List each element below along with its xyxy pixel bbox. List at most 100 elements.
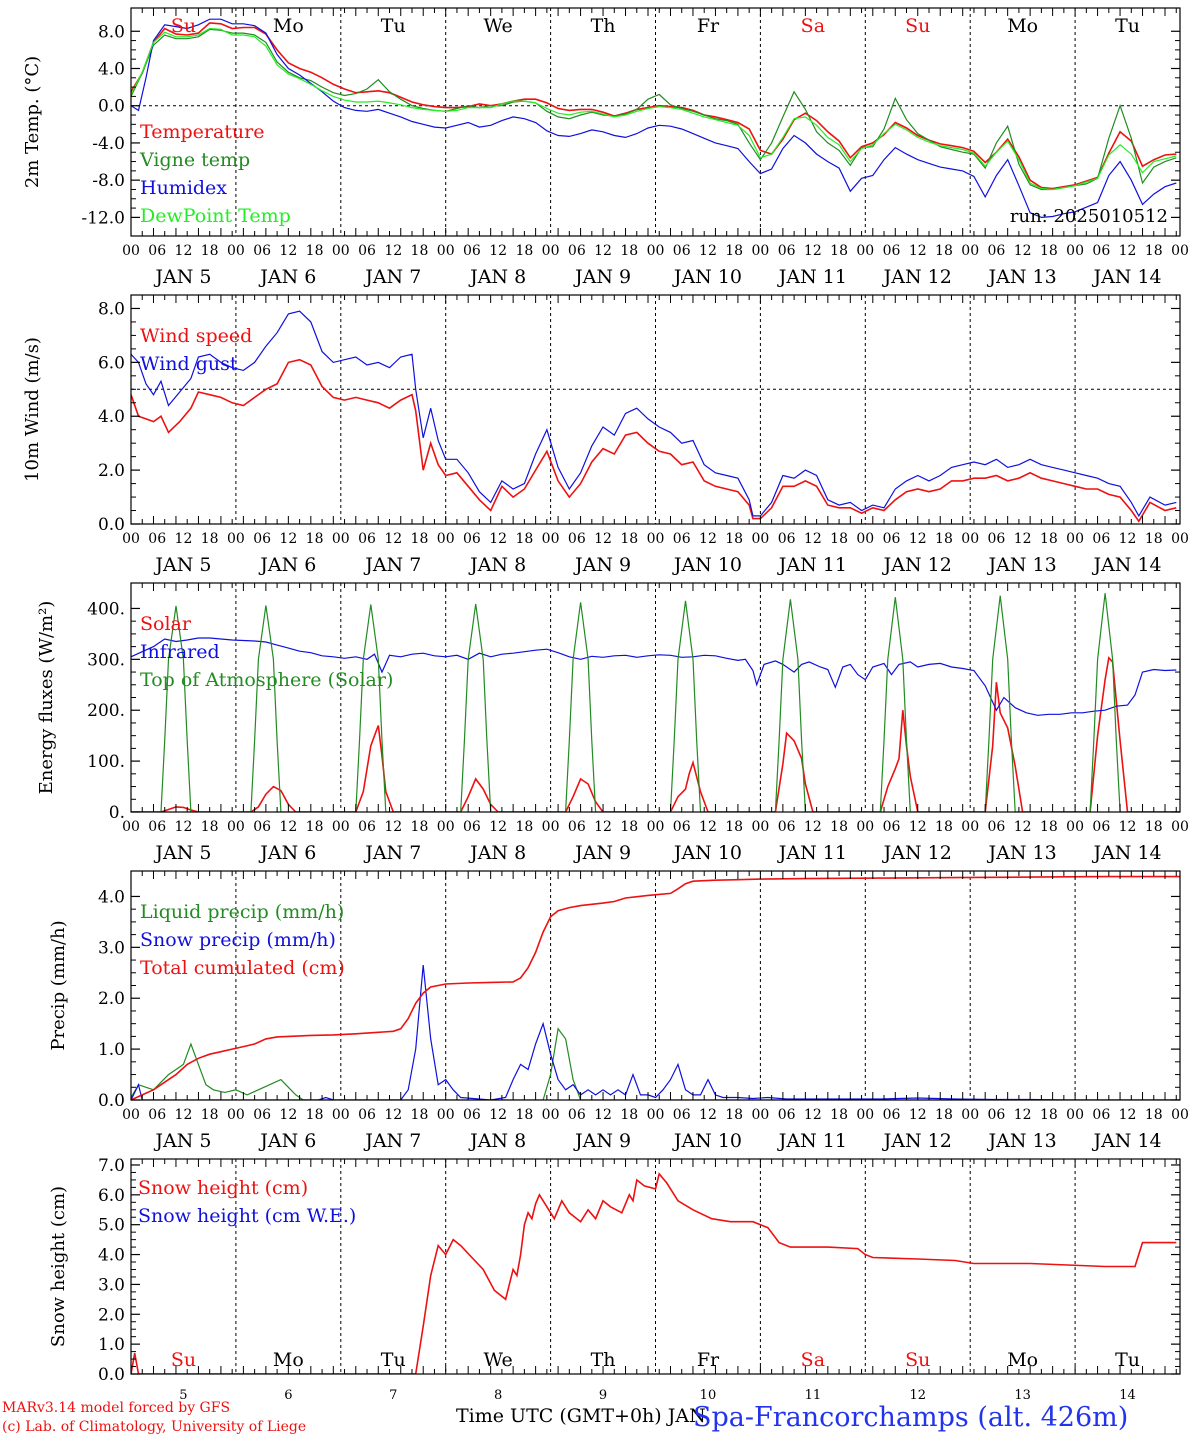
x-hour-label: 18 — [201, 531, 219, 547]
x-hour-label: 00 — [122, 1107, 140, 1123]
x-hour-label: 00 — [542, 531, 560, 547]
x-day-number: 7 — [389, 1388, 397, 1403]
legend-entry: Liquid precip (mm/h) — [140, 901, 344, 923]
y-tick-label: 2.0 — [98, 989, 125, 1009]
x-hour-label: 18 — [725, 1107, 743, 1123]
x-hour-label: 06 — [1092, 531, 1110, 547]
x-hour-label: 06 — [568, 1107, 586, 1123]
y-tick-label: 3.0 — [98, 938, 125, 958]
x-hour-label: 06 — [778, 531, 796, 547]
x-hour-label: 00 — [751, 1107, 769, 1123]
x-hour-label: 18 — [306, 243, 324, 259]
footer-time-label: Time UTC (GMT+0h) JAN — [456, 1405, 706, 1427]
x-hour-label: 06 — [358, 1107, 376, 1123]
x-hour-label: 12 — [594, 1107, 612, 1123]
day-name-label: Th — [591, 1349, 616, 1371]
x-hour-label: 18 — [935, 1107, 953, 1123]
x-hour-label: 06 — [1092, 819, 1110, 835]
footer-station-title: Spa-Francorchamps (alt. 426m) — [693, 1402, 1129, 1433]
day-name-label: Tu — [381, 15, 406, 37]
x-hour-label: 12 — [384, 819, 402, 835]
y-axis-label: Snow height (cm) — [48, 1186, 69, 1347]
x-hour-label: 00 — [1066, 531, 1084, 547]
day-name-label: Mo — [1007, 15, 1038, 37]
x-hour-label: 12 — [175, 1107, 193, 1123]
legend-entry: Wind speed — [140, 325, 252, 347]
series-line-temp-3 — [131, 27, 1177, 191]
day-name-label: Mo — [273, 15, 304, 37]
x-hour-label: 06 — [673, 531, 691, 547]
x-hour-label: 06 — [463, 243, 481, 259]
x-date-label: JAN 13 — [987, 266, 1057, 288]
x-hour-label: 12 — [1119, 243, 1137, 259]
x-hour-label: 18 — [411, 243, 429, 259]
x-day-number: 14 — [1119, 1388, 1136, 1403]
x-hour-label: 06 — [568, 819, 586, 835]
x-hour-label: 06 — [778, 243, 796, 259]
x-date-label: JAN 6 — [258, 1130, 316, 1152]
x-hour-label: 12 — [489, 243, 507, 259]
series-line-temp-0 — [131, 22, 1177, 190]
x-hour-label: 12 — [279, 243, 297, 259]
x-hour-label: 06 — [148, 1107, 166, 1123]
y-axis-label: Energy fluxes (W/m²) — [36, 601, 57, 795]
legend-entry: Snow height (cm W.E.) — [138, 1205, 356, 1227]
footer-credit-lab: (c) Lab. of Climatology, University of L… — [2, 1419, 307, 1435]
x-hour-label: 00 — [1066, 1107, 1084, 1123]
x-date-label: JAN 7 — [363, 1130, 421, 1152]
x-hour-label: 18 — [1145, 243, 1163, 259]
x-hour-label: 00 — [122, 243, 140, 259]
plot-frame — [130, 1158, 1181, 1375]
panel-temp: 8.0 4.0 0.0 -4.0 -8.0 -12.0 2m Temp. (°C) Tempe… — [22, 7, 1189, 288]
x-day-number: 8 — [494, 1388, 502, 1403]
x-hour-label: 00 — [1066, 819, 1084, 835]
y-tick-label: 4.0 — [98, 887, 125, 907]
series-line-temp-2 — [131, 18, 1177, 219]
series-line-precip-0 — [131, 1027, 1180, 1100]
x-hour-label: 00 — [961, 1107, 979, 1123]
x-date-label: JAN 11 — [777, 842, 847, 864]
x-hour-label: 00 — [647, 243, 665, 259]
y-tick-label: -8.0 — [92, 171, 125, 191]
y-tick-label: 400. — [87, 599, 125, 619]
x-hour-label: 06 — [778, 1107, 796, 1123]
x-hour-label: 12 — [384, 243, 402, 259]
legend-entry: Humidex — [140, 177, 227, 199]
day-name-label: Fr — [697, 1349, 720, 1371]
x-hour-label: 06 — [673, 819, 691, 835]
x-hour-label: 12 — [804, 243, 822, 259]
x-hour-label: 06 — [883, 243, 901, 259]
day-name-label: Su — [171, 15, 196, 37]
x-hour-label: 12 — [909, 1107, 927, 1123]
x-date-label: JAN 7 — [363, 554, 421, 576]
day-name-label: Sa — [801, 15, 825, 37]
y-tick-label: 5.0 — [98, 1216, 125, 1236]
x-hour-label: 00 — [856, 531, 874, 547]
x-hour-label: 00 — [122, 819, 140, 835]
x-hour-label: 12 — [489, 531, 507, 547]
x-date-label: JAN 13 — [987, 842, 1057, 864]
x-hour-label: 00 — [437, 243, 455, 259]
day-name-label: Mo — [273, 1349, 304, 1371]
x-hour-label: 12 — [279, 531, 297, 547]
x-date-label: JAN 14 — [1091, 266, 1161, 288]
series-line-energy-2 — [131, 593, 1180, 812]
x-hour-label: 12 — [804, 1107, 822, 1123]
x-hour-label: 12 — [1119, 531, 1137, 547]
x-hour-label: 18 — [935, 819, 953, 835]
x-date-label: JAN 5 — [153, 266, 211, 288]
x-hour-label: 18 — [830, 819, 848, 835]
day-name-label: We — [484, 1349, 513, 1371]
x-hour-label: 00 — [751, 243, 769, 259]
x-hour-label: 00 — [856, 819, 874, 835]
x-hour-label: 00 — [751, 819, 769, 835]
y-tick-label: 0. — [109, 803, 125, 823]
x-hour-label: 00 — [961, 531, 979, 547]
x-hour-label: 18 — [1040, 243, 1058, 259]
x-hour-label: 18 — [1040, 819, 1058, 835]
x-day-number: 6 — [284, 1388, 292, 1403]
x-date-label: JAN 10 — [672, 554, 742, 576]
x-date-label: JAN 7 — [363, 842, 421, 864]
x-hour-label: 12 — [279, 1107, 297, 1123]
legend-entry: Wind gust — [140, 353, 238, 375]
